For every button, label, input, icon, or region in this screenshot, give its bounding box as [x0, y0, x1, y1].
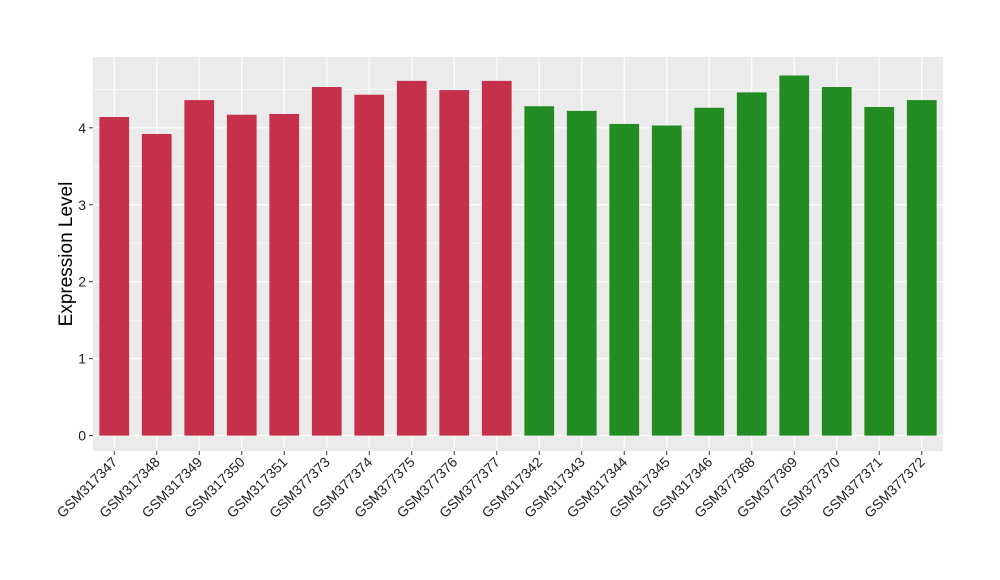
y-tick-label: 2	[78, 274, 86, 290]
bar-GSM317350	[226, 114, 257, 436]
y-tick-label: 3	[78, 197, 86, 213]
y-tick-label: 1	[78, 351, 86, 367]
bar-GSM377375	[396, 80, 427, 436]
bar-GSM317349	[184, 100, 215, 436]
bar-GSM377374	[354, 94, 385, 436]
bar-GSM377368	[736, 92, 767, 436]
x-axis: GSM317347GSM317348GSM317349GSM317350GSM3…	[53, 451, 928, 521]
bar-GSM377372	[906, 100, 937, 436]
bar-GSM377376	[439, 90, 470, 436]
bar-GSM317345	[651, 125, 682, 436]
bar-GSM377371	[864, 107, 895, 436]
y-axis-title: Expression Level	[56, 182, 77, 327]
bar-GSM317342	[524, 106, 555, 436]
y-axis: 0 1 2 3 4	[78, 120, 93, 444]
bar-GSM317347	[99, 117, 130, 436]
bar-GSM317348	[141, 133, 172, 436]
y-tick-label: 0	[78, 428, 86, 444]
bar-GSM317343	[566, 110, 597, 436]
bar-GSM317351	[269, 113, 300, 436]
bar-GSM317344	[609, 123, 640, 436]
bar-GSM377373	[311, 87, 342, 436]
bars	[99, 75, 937, 436]
bar-GSM377377	[481, 80, 512, 436]
y-tick-label: 4	[78, 120, 86, 136]
bar-GSM377370	[821, 87, 852, 436]
bar-GSM317346	[694, 107, 725, 436]
plot-panel	[93, 57, 943, 451]
bar-GSM377369	[779, 75, 810, 436]
